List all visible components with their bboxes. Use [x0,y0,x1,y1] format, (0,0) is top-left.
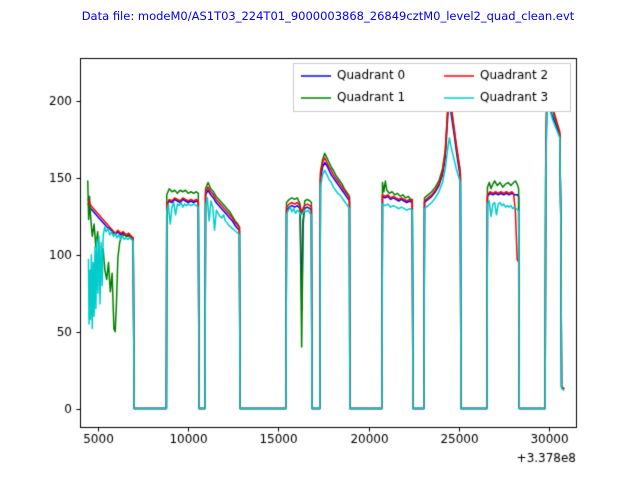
chart-title: Data file: modeM0/AS1T03_224T01_90000038… [81,9,575,23]
